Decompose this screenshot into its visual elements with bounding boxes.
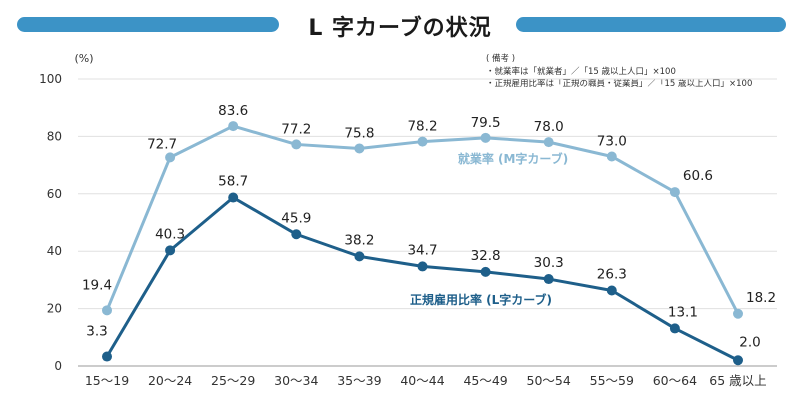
series-label-m-curve: 就業率 (M字カーブ)	[458, 151, 568, 166]
x-tick-label: 55〜59	[590, 373, 634, 388]
data-point	[102, 351, 112, 362]
y-tick-label: 60	[47, 187, 62, 201]
data-label: 32.8	[471, 248, 501, 264]
data-point	[165, 152, 176, 163]
x-tick-label: 35〜39	[337, 373, 381, 388]
data-point	[543, 137, 554, 148]
x-tick-label: 40〜44	[400, 373, 444, 388]
series-line	[105, 124, 740, 315]
data-point	[291, 229, 302, 240]
data-label: 72.7	[147, 136, 177, 152]
notes-heading: ( 備考 )	[486, 54, 516, 64]
data-label: 2.0	[739, 334, 760, 350]
x-tick-label: 60〜64	[653, 373, 697, 388]
data-point	[480, 266, 491, 277]
data-point	[733, 308, 743, 319]
data-point	[228, 192, 239, 203]
x-tick-label: 50〜54	[527, 373, 571, 388]
data-point	[291, 139, 302, 150]
title-decoration-left	[17, 17, 279, 32]
x-axis-ticks: 15〜19 20〜24 25〜29 30〜34 35〜39 40〜44 45〜49 50〜54…	[85, 373, 767, 388]
data-point	[733, 355, 743, 366]
x-tick-label: 65 歳以上	[709, 373, 766, 388]
data-point	[417, 136, 428, 147]
y-tick-label: 80	[47, 129, 62, 143]
data-label: 38.2	[344, 232, 374, 248]
data-point	[354, 251, 365, 262]
notes-line-employment-rate: ・就業率は「就業者」／「15 歳以上人口」×100	[486, 66, 676, 77]
data-point	[543, 274, 554, 285]
notes: ( 備考 ) ・就業率は「就業者」／「15 歳以上人口」×100 ・正規雇用比率…	[486, 53, 752, 91]
data-point	[354, 143, 365, 154]
data-label: 78.2	[407, 119, 437, 135]
notes-line-regular-ratio: ・正規雇用比率は「正規の職員・従業員」／「15 歳以上人口」×100	[486, 79, 753, 89]
x-tick-label: 15〜19	[85, 373, 129, 388]
data-point	[480, 132, 491, 143]
y-tick-label: 40	[47, 244, 62, 258]
data-point	[102, 305, 112, 316]
data-point	[165, 245, 176, 256]
y-axis-ticks: 0 20 40 60 80 100	[39, 72, 62, 373]
data-point	[606, 285, 617, 296]
data-label: 13.1	[668, 304, 698, 320]
series-label-l-curve: 正規雇用比率 (L字カーブ)	[410, 292, 552, 307]
data-point	[669, 187, 680, 198]
title-decoration-right	[516, 17, 786, 32]
data-label: 3.3	[86, 324, 107, 340]
chart-title: L 字カーブの状況	[308, 16, 492, 41]
data-point	[606, 151, 617, 162]
y-tick-label: 20	[47, 302, 62, 316]
grid	[78, 78, 777, 367]
data-label: 45.9	[281, 210, 311, 226]
data-label: 26.3	[597, 267, 627, 283]
data-label: 40.3	[155, 226, 185, 242]
data-label: 34.7	[407, 242, 437, 258]
data-label: 19.4	[82, 277, 112, 293]
x-tick-label: 45〜49	[463, 373, 507, 388]
data-label: 83.6	[218, 103, 248, 119]
data-labels: 19.4 72.7 83.6 77.2 75.8 78.2 79.5 78.0 73.0 60.6…	[82, 103, 776, 350]
x-tick-label: 20〜24	[148, 373, 192, 388]
x-tick-label: 30〜34	[274, 373, 318, 388]
x-tick-label: 25〜29	[211, 373, 255, 388]
series	[102, 121, 743, 366]
y-tick-label: 100	[39, 72, 62, 86]
data-label: 75.8	[344, 125, 374, 141]
data-label: 30.3	[534, 255, 564, 271]
data-point	[417, 261, 428, 272]
y-tick-label: 0	[54, 359, 62, 373]
data-label: 18.2	[746, 290, 776, 306]
data-label: 60.6	[683, 168, 713, 184]
data-label: 73.0	[597, 133, 627, 149]
data-point	[228, 121, 239, 132]
series-line	[105, 196, 739, 362]
data-label: 58.7	[218, 174, 248, 190]
data-point	[669, 323, 680, 334]
y-axis-unit: (%)	[74, 52, 93, 65]
data-label: 79.5	[471, 115, 501, 131]
data-label: 78.0	[534, 119, 564, 135]
data-label: 77.2	[281, 121, 311, 137]
